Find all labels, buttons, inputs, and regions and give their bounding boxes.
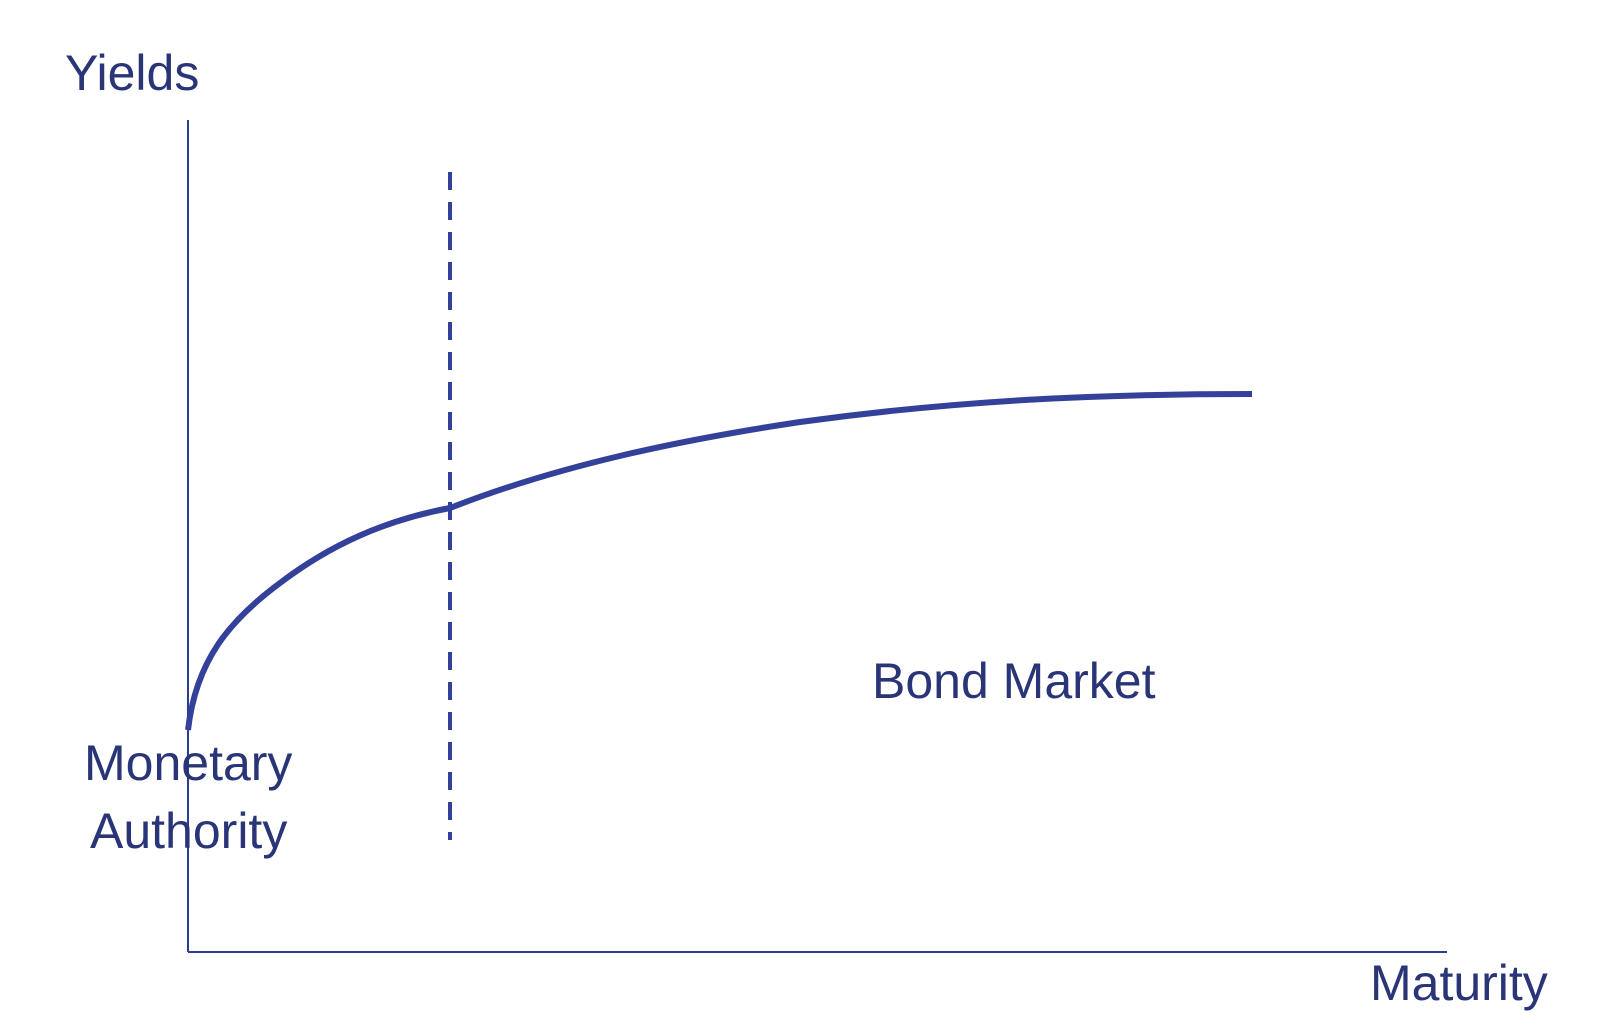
- monetary-authority-label-line1: Monetary: [84, 735, 292, 791]
- monetary-authority-label-line2: Authority: [90, 803, 287, 859]
- bond-market-label: Bond Market: [872, 653, 1156, 709]
- y-axis-label: Yields: [65, 45, 199, 101]
- yield-curve: [185, 391, 1253, 731]
- x-axis-label: Maturity: [1370, 955, 1548, 1011]
